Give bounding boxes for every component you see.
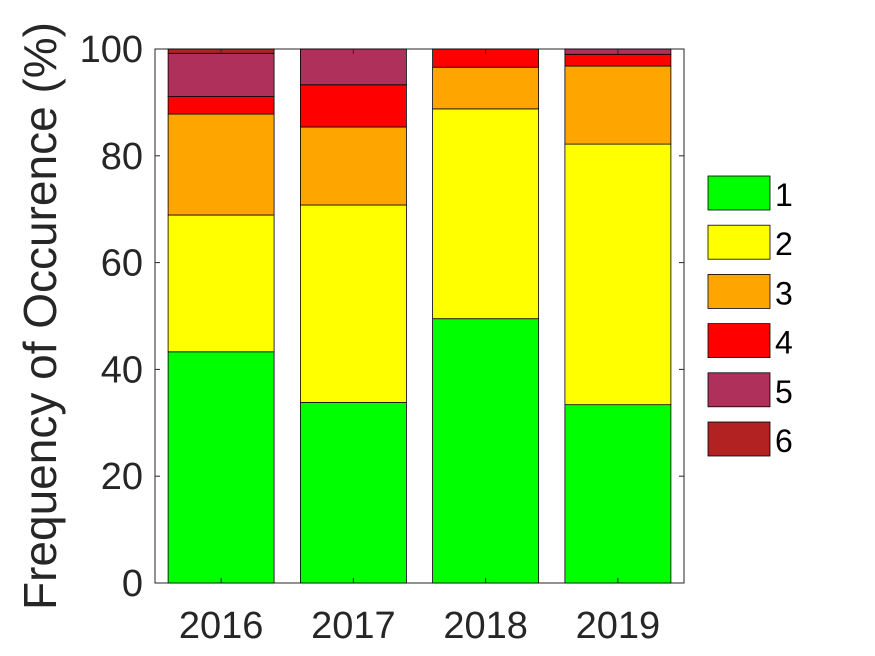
bar-2017-series-3 (299, 126, 407, 206)
x-tick-label-2018: 2018 (443, 605, 528, 647)
legend-swatch-4 (707, 323, 771, 359)
legend-swatch-3 (707, 273, 771, 309)
bars-group (167, 48, 672, 584)
y-tick-label-40: 40 (101, 349, 143, 391)
x-tick-label-2016: 2016 (179, 605, 264, 647)
legend-label-1: 1 (775, 177, 793, 213)
y-tick-label-0: 0 (122, 563, 143, 605)
legend-swatch-1 (707, 175, 771, 211)
bar-2016-series-3 (167, 113, 275, 216)
legend-swatch-6 (707, 421, 771, 457)
x-tick-label-2019: 2019 (576, 605, 661, 647)
legend-label-4: 4 (775, 325, 793, 361)
y-axis-label: Frequency of Occurence (%) (14, 22, 66, 610)
bar-2017-series-4 (299, 84, 407, 128)
legend-swatch-5 (707, 372, 771, 408)
bar-2018-series-3 (432, 66, 540, 110)
bar-2018-series-2 (432, 108, 540, 320)
legend-label-6: 6 (775, 423, 793, 459)
bar-2016-series-5 (167, 52, 275, 97)
bar-2017-series-1 (299, 402, 407, 584)
legend: 1 2 3 4 5 6 (707, 175, 793, 459)
legend-label-2: 2 (775, 226, 793, 262)
x-axis-ticks: 2016 2017 2018 2019 (179, 49, 660, 647)
bar-2019-series-2 (564, 143, 672, 406)
bar-2019-series-4 (564, 53, 672, 67)
bar-2018-series-1 (432, 318, 540, 584)
y-tick-label-60: 60 (101, 243, 143, 285)
bar-2016-series-2 (167, 214, 275, 353)
bar-2017-series-2 (299, 204, 407, 403)
legend-label-5: 5 (775, 374, 793, 410)
legend-swatch-2 (707, 224, 771, 260)
bar-2016-series-4 (167, 96, 275, 115)
bar-2019-series-3 (564, 65, 672, 145)
x-tick-label-2017: 2017 (311, 605, 396, 647)
legend-label-3: 3 (775, 275, 793, 311)
plot-area: 0 20 40 60 80 100 2016 2017 2018 2019 (80, 29, 685, 647)
bar-2019-series-1 (564, 404, 672, 584)
bar-2016-series-1 (167, 351, 275, 584)
y-axis-ticks: 0 20 40 60 80 100 (80, 29, 684, 605)
bar-2017-series-5 (299, 48, 407, 86)
y-tick-label-80: 80 (101, 136, 143, 178)
y-tick-label-20: 20 (101, 456, 143, 498)
y-tick-label-100: 100 (80, 29, 143, 71)
